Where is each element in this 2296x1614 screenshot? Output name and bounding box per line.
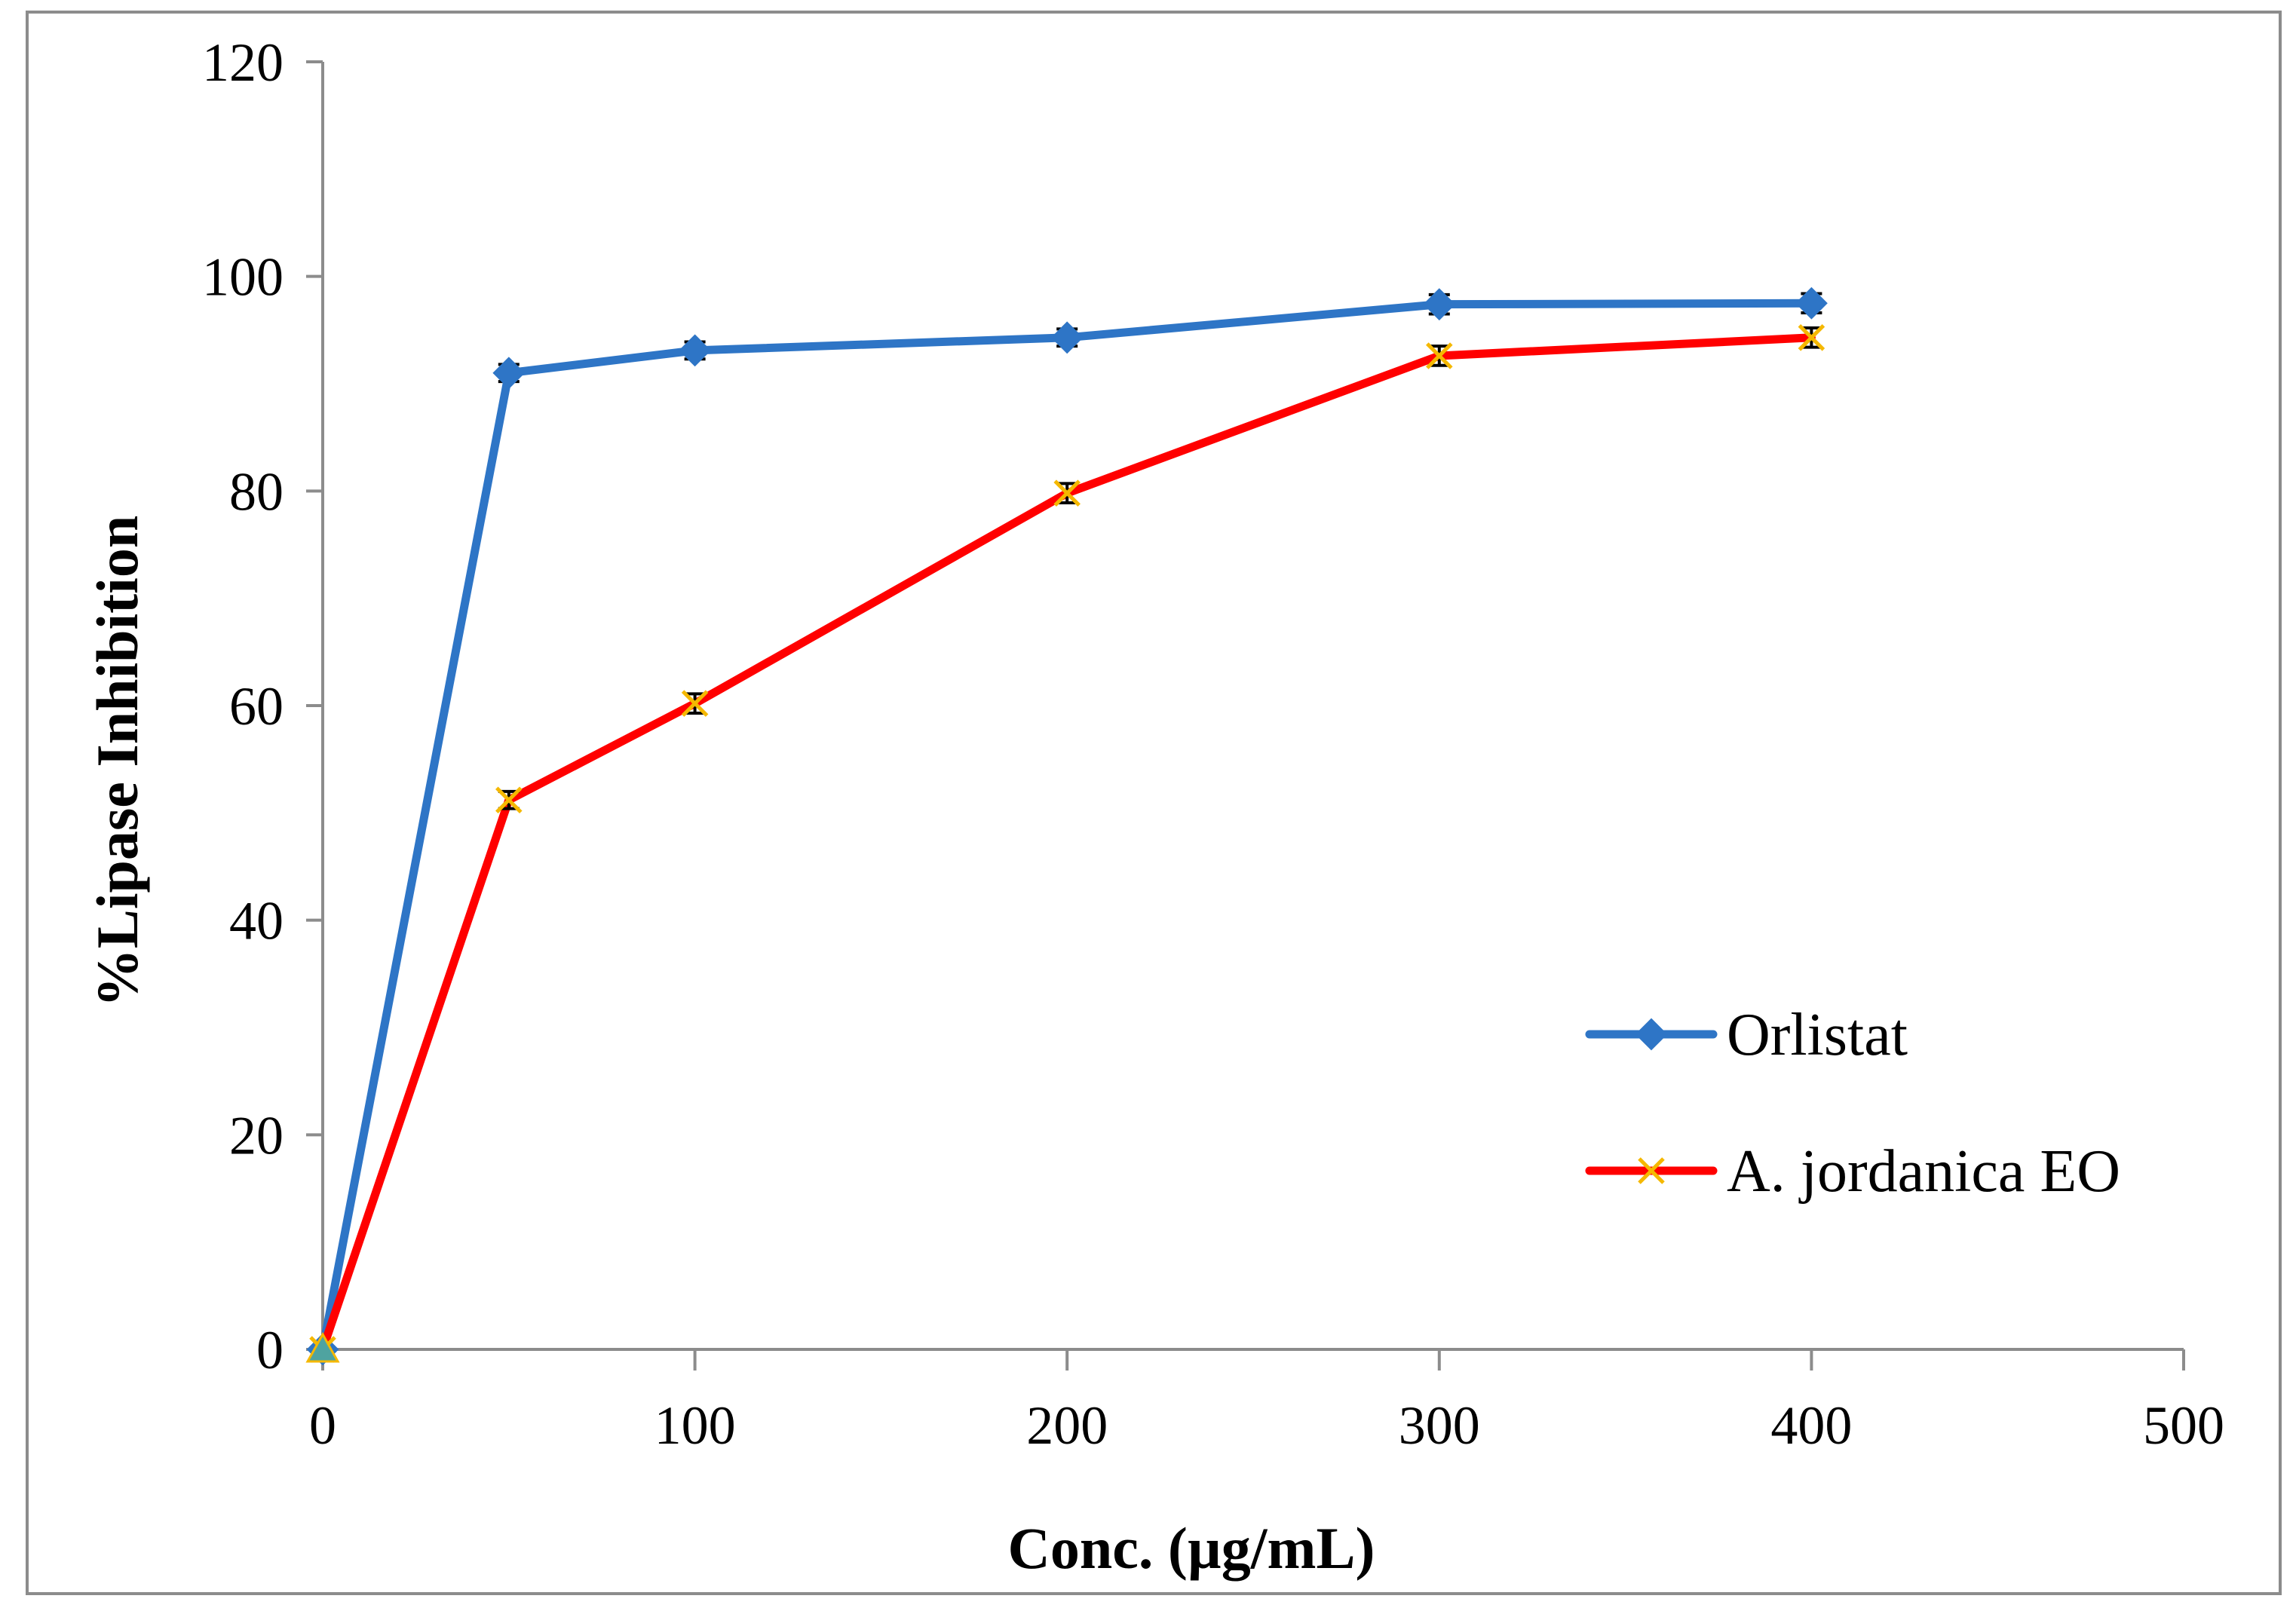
y-tick-label: 100 bbox=[202, 247, 284, 308]
data-point bbox=[1795, 286, 1828, 320]
x-axis-title: Conc. (µg/mL) bbox=[1008, 1515, 1375, 1581]
data-point bbox=[495, 786, 523, 814]
y-tick-label: 80 bbox=[229, 461, 284, 522]
x-tick-label: 300 bbox=[1399, 1395, 1480, 1456]
data-point bbox=[1050, 321, 1084, 354]
legend-marker bbox=[1635, 1018, 1668, 1051]
marker-stroke bbox=[495, 786, 523, 814]
data-point bbox=[679, 334, 712, 367]
marker-stroke bbox=[1798, 324, 1825, 351]
marker-stroke bbox=[1053, 479, 1081, 507]
y-tick-label: 40 bbox=[229, 891, 284, 951]
legend-marker bbox=[1638, 1157, 1665, 1184]
y-tick-label: 60 bbox=[229, 676, 284, 737]
y-tick-label: 0 bbox=[256, 1320, 284, 1380]
y-tick-label: 120 bbox=[202, 32, 284, 93]
marker-stroke bbox=[1426, 342, 1453, 369]
data-point bbox=[681, 690, 709, 717]
series-line bbox=[318, 333, 1816, 1354]
y-axis-title: %Lipase Inhibition bbox=[84, 516, 150, 1007]
series-1 bbox=[309, 324, 1825, 1363]
data-point bbox=[1053, 479, 1081, 507]
chart-frame bbox=[26, 11, 2282, 1595]
x-tick-label: 500 bbox=[2143, 1395, 2224, 1456]
marker-stroke bbox=[681, 690, 709, 717]
legend-label: A. jordanica EO bbox=[1727, 1138, 2120, 1205]
legend-label: Orlistat bbox=[1727, 1002, 1908, 1068]
x-tick-label: 200 bbox=[1026, 1395, 1108, 1456]
x-tick-label: 0 bbox=[309, 1395, 336, 1456]
origin-marker bbox=[305, 1331, 340, 1363]
series-0 bbox=[306, 286, 1828, 1366]
marker-stroke bbox=[1638, 1157, 1665, 1184]
legend-item: Orlistat bbox=[1585, 1002, 1908, 1068]
data-point bbox=[1423, 288, 1456, 321]
data-point bbox=[1426, 342, 1453, 369]
x-tick-label: 400 bbox=[1770, 1395, 1852, 1456]
y-tick-label: 20 bbox=[229, 1105, 284, 1165]
data-point bbox=[1798, 324, 1825, 351]
data-point bbox=[492, 357, 526, 390]
legend-item: A. jordanica EO bbox=[1585, 1138, 2120, 1205]
x-tick-label: 100 bbox=[654, 1395, 736, 1456]
series-line bbox=[318, 299, 1816, 1354]
